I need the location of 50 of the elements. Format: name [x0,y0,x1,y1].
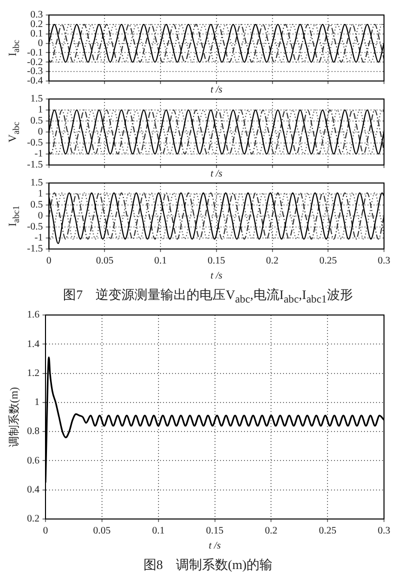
x-tick-label: 0.1 [154,256,167,267]
y-tick-label: 1.4 [27,338,40,350]
caption: 图7 逆变源测量输出的电压V$_{abc}$,电流I$_{abc}$,I$_{abc1}$波形 [62,286,354,306]
x-axis-title: t /s [210,168,222,180]
y-tick-label: 0.2 [30,19,43,30]
y-tick-label: -0.5 [26,138,43,149]
y-tick-label: -1 [34,148,43,160]
y-tick-label: 0.8 [27,426,40,438]
x-tick-label: 0.25 [319,256,337,267]
y-tick-label: 1.5 [30,94,43,105]
y-tick-label: 0.5 [30,200,43,211]
y-tick-label: 0 [38,126,43,138]
y-tick-label: 0.2 [27,514,40,525]
x-tick-label: 0.1 [152,526,165,537]
y-tick-label: -0.5 [26,222,43,233]
x-tick-label: 0.05 [93,526,111,537]
y-tick-label: -0.1 [26,47,43,58]
y-tick-label: 1 [34,397,40,408]
y-tick-label: 1.5 [30,178,43,189]
y-tick-label: 0.1 [30,28,43,40]
x-tick-label: 0.25 [318,526,336,537]
x-tick-label: 0.3 [378,526,390,537]
caption: 图8 调制系数(m)的输 [142,556,274,574]
x-tick-label: 0.05 [96,256,114,267]
y-tick-label: 0.3 [30,10,43,21]
y-tick-label: -1.5 [26,244,43,255]
y-tick-label: -0.2 [26,56,43,68]
y-tick-label: 1 [38,104,43,116]
y-axis-title: 调制系数(m) [7,387,22,447]
x-tick-label: 0.2 [266,256,279,267]
x-axis-title: t /s [210,270,222,282]
x-tick-label: 0.15 [206,526,224,537]
y-tick-label: -0.3 [26,66,43,78]
x-axis-title: t /s [208,540,221,552]
y-tick-label: 0.6 [27,455,40,466]
x-tick-label: 0.2 [264,526,278,537]
y-tick-label: -1 [34,232,43,244]
x-tick-label: 0.15 [208,256,226,267]
y-tick-label: 0.5 [30,116,43,127]
y-tick-label: 1.2 [27,368,40,379]
y-tick-label: 1 [38,188,43,200]
x-tick-label: 0 [46,256,52,267]
x-tick-label: 0.3 [378,256,390,267]
y-tick-label: 0.4 [27,484,40,496]
x-axis-title: t /s [210,84,222,96]
y-tick-label: 1.6 [27,310,40,321]
y-tick-label: 0 [38,210,43,222]
y-tick-label: -0.4 [26,76,43,87]
y-tick-label: -1.5 [26,160,43,171]
y-tick-label: 0 [38,38,43,49]
